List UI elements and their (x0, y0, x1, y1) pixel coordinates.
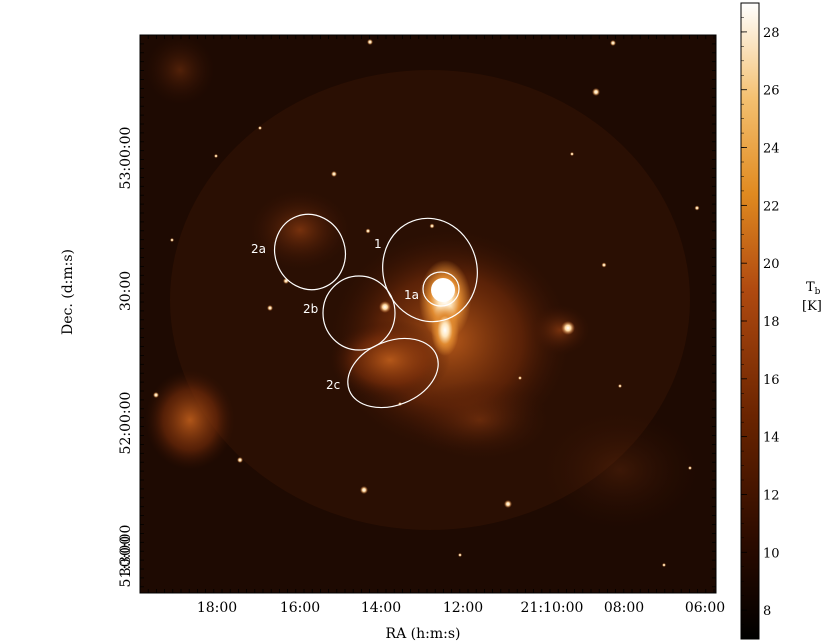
colorbar-ticks: 28 26 24 22 20 18 16 14 12 10 8 (741, 2, 780, 640)
colorbar-tick-label: 20 (763, 257, 780, 272)
y-tick-label: 52:00:00 (118, 392, 134, 455)
colorbar-tick-label: 12 (763, 488, 780, 503)
region-ellipse-2a (274, 213, 346, 291)
plot-frame (139, 34, 717, 594)
y-tick-label: 53:00:00 (118, 127, 134, 190)
x-tick-labels: 18:00 16:00 14:00 12:00 21:10:00 08:00 0… (197, 600, 725, 616)
region-ellipse-1 (382, 217, 478, 323)
region-label-2c: 2c (326, 378, 340, 392)
region-label-2a: 2a (251, 242, 266, 256)
region-ellipse-1a (422, 271, 460, 307)
region-label-2b: 2b (303, 302, 318, 316)
sky-image (140, 35, 716, 593)
colorbar: 28 26 24 22 20 18 16 14 12 10 8 Tb [K] (740, 2, 822, 640)
region-labels: 1 1a 2a 2b 2c (251, 237, 419, 392)
region-label-1a: 1a (404, 288, 419, 302)
colorbar-tick-label: 10 (763, 546, 780, 561)
colorbar-unit: [K] (802, 299, 822, 314)
colorbar-tick-label: 16 (763, 373, 780, 388)
colorbar-tick-label: 18 (763, 315, 780, 330)
colorbar-tick-label: 14 (763, 431, 780, 446)
x-tick-label: 12:00 (443, 600, 483, 616)
colorbar-tick-label: 8 (763, 604, 771, 619)
region-label-1: 1 (374, 237, 382, 251)
y-tick-label: 30:00 (118, 271, 134, 311)
x-tick-label: 18:00 (197, 600, 237, 616)
y-tick-label: 51:30:00 (118, 525, 134, 588)
region-ellipses (274, 213, 478, 409)
x-tick-label: 16:00 (280, 600, 320, 616)
y-tick-labels: 53:00:00 30:00 52:00:00 30:00 51:30:00 (118, 127, 134, 577)
colorbar-title: Tb (806, 280, 821, 297)
minor-ticks (139, 34, 716, 593)
x-axis-title: RA (h:m:s) (386, 626, 461, 642)
colorbar-tick-label: 22 (763, 199, 780, 214)
region-ellipse-2c (347, 337, 439, 409)
x-tick-label: 08:00 (604, 600, 644, 616)
y-axis-title: Dec. (d:m:s) (60, 249, 76, 335)
colorbar-tick-label: 26 (763, 84, 780, 99)
region-ellipse-2b (322, 275, 396, 351)
x-tick-label: 21:10:00 (521, 600, 584, 616)
x-tick-label: 14:00 (361, 600, 401, 616)
colorbar-tick-label: 28 (763, 26, 780, 41)
colorbar-tick-label: 24 (763, 142, 780, 157)
x-tick-label: 06:00 (685, 600, 725, 616)
y-tick-label: 30:00 (118, 536, 134, 576)
